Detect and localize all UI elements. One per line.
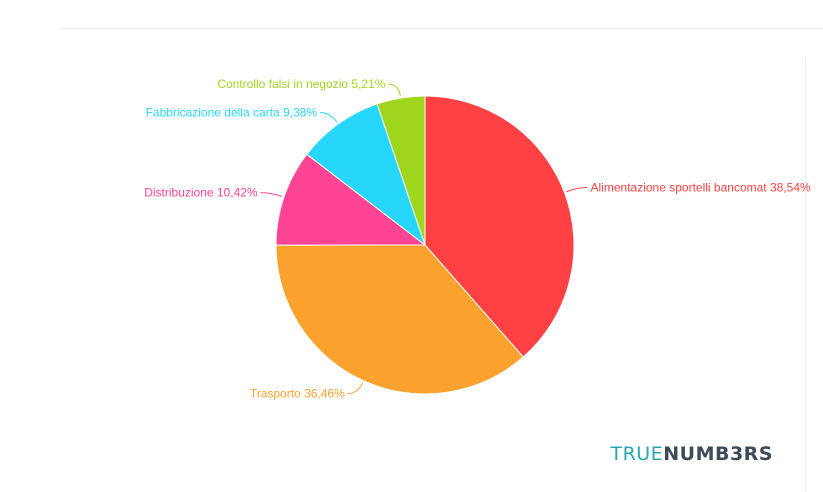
right-divider	[805, 58, 806, 492]
pie-slice-distribuzione	[275, 153, 427, 246]
leader-line-fabbricazione-della-carta	[320, 112, 338, 123]
pie-slices	[275, 95, 575, 395]
top-divider	[60, 28, 823, 29]
logo-part-true: TRUE	[610, 443, 664, 465]
pie-slice-fabbricazione-della-carta	[306, 103, 427, 247]
leader-lines	[260, 83, 588, 394]
pie-slice-controllo-falsi-in-negozio	[376, 95, 426, 246]
slice-label-trasporto: Trasporto 36,46%	[250, 386, 345, 400]
slice-label-fabbricazione-della-carta: Fabbricazione della carta 9,38%	[146, 106, 318, 120]
pie-slice-trasporto	[275, 244, 524, 395]
leader-line-trasporto	[347, 382, 364, 394]
slice-label-alimentazione-sportelli-bancomat: Alimentazione sportelli bancomat 38,54%	[591, 181, 811, 195]
slice-label-distribuzione: Distribuzione 10,42%	[144, 186, 258, 200]
logo-part-numbers: NUMB3RS	[663, 443, 773, 465]
pie-slice-alimentazione-sportelli-bancomat	[424, 95, 575, 358]
truenumbers-logo: TRUENUMB3RS	[611, 444, 774, 464]
slice-label-controllo-falsi-in-negozio: Controllo falsi in negozio 5,21%	[217, 77, 385, 91]
slice-labels: Alimentazione sportelli bancomat 38,54% T…	[144, 77, 811, 400]
leader-line-distribuzione	[260, 192, 283, 197]
leader-line-controllo-falsi-in-negozio	[388, 83, 401, 97]
leader-line-alimentazione-sportelli-bancomat	[566, 187, 588, 193]
